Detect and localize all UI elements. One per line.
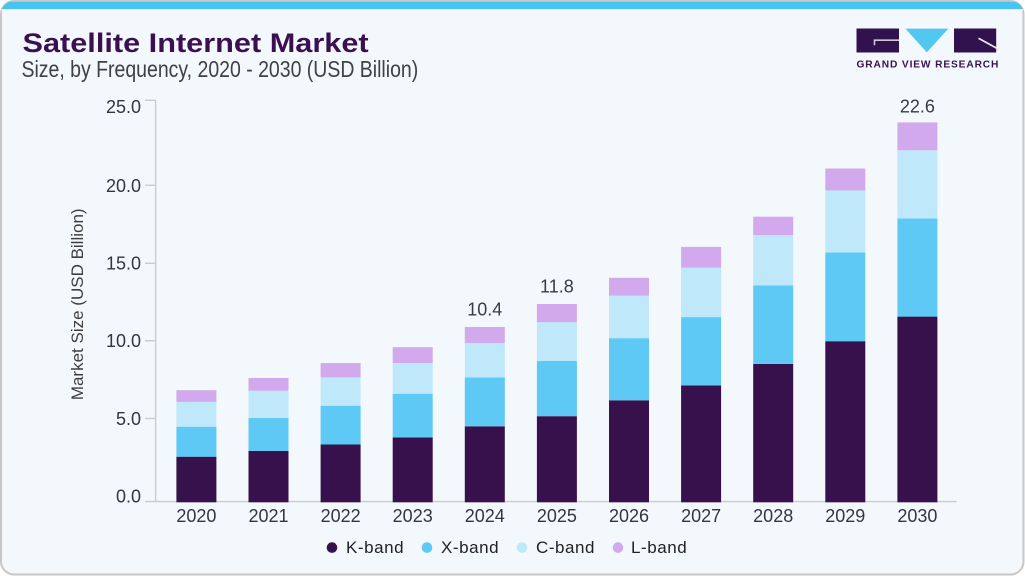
svg-text:2026: 2026 — [609, 506, 649, 526]
svg-text:L-band: L-band — [631, 538, 687, 557]
svg-text:0.0: 0.0 — [116, 487, 141, 507]
svg-text:20.0: 20.0 — [106, 176, 141, 196]
svg-text:5.0: 5.0 — [116, 409, 141, 429]
svg-text:2021: 2021 — [248, 506, 288, 526]
svg-text:2030: 2030 — [897, 506, 937, 526]
svg-text:C-band: C-band — [536, 538, 595, 557]
svg-text:10.0: 10.0 — [106, 331, 141, 351]
svg-text:2029: 2029 — [825, 506, 865, 526]
svg-text:15.0: 15.0 — [106, 254, 141, 274]
svg-text:Satellite Internet Market: Satellite Internet Market — [23, 29, 370, 59]
svg-text:22.6: 22.6 — [900, 97, 935, 117]
svg-text:11.8: 11.8 — [540, 277, 574, 297]
svg-text:Market Size (USD Billion): Market Size (USD Billion) — [68, 208, 87, 400]
svg-text:X-band: X-band — [441, 538, 499, 557]
svg-text:10.4: 10.4 — [467, 300, 502, 320]
svg-text:2025: 2025 — [537, 506, 577, 526]
svg-text:2028: 2028 — [753, 506, 793, 526]
svg-text:Size, by Frequency, 2020 - 203: Size, by Frequency, 2020 - 2030 (USD Bil… — [22, 56, 419, 82]
svg-text:2027: 2027 — [681, 506, 721, 526]
svg-text:2023: 2023 — [393, 506, 433, 526]
svg-text:K-band: K-band — [346, 538, 404, 557]
svg-text:25.0: 25.0 — [106, 97, 141, 117]
svg-text:2024: 2024 — [465, 506, 505, 526]
svg-text:GRAND VIEW RESEARCH: GRAND VIEW RESEARCH — [857, 60, 1000, 71]
svg-text:2022: 2022 — [321, 506, 361, 526]
svg-text:2020: 2020 — [176, 506, 216, 526]
